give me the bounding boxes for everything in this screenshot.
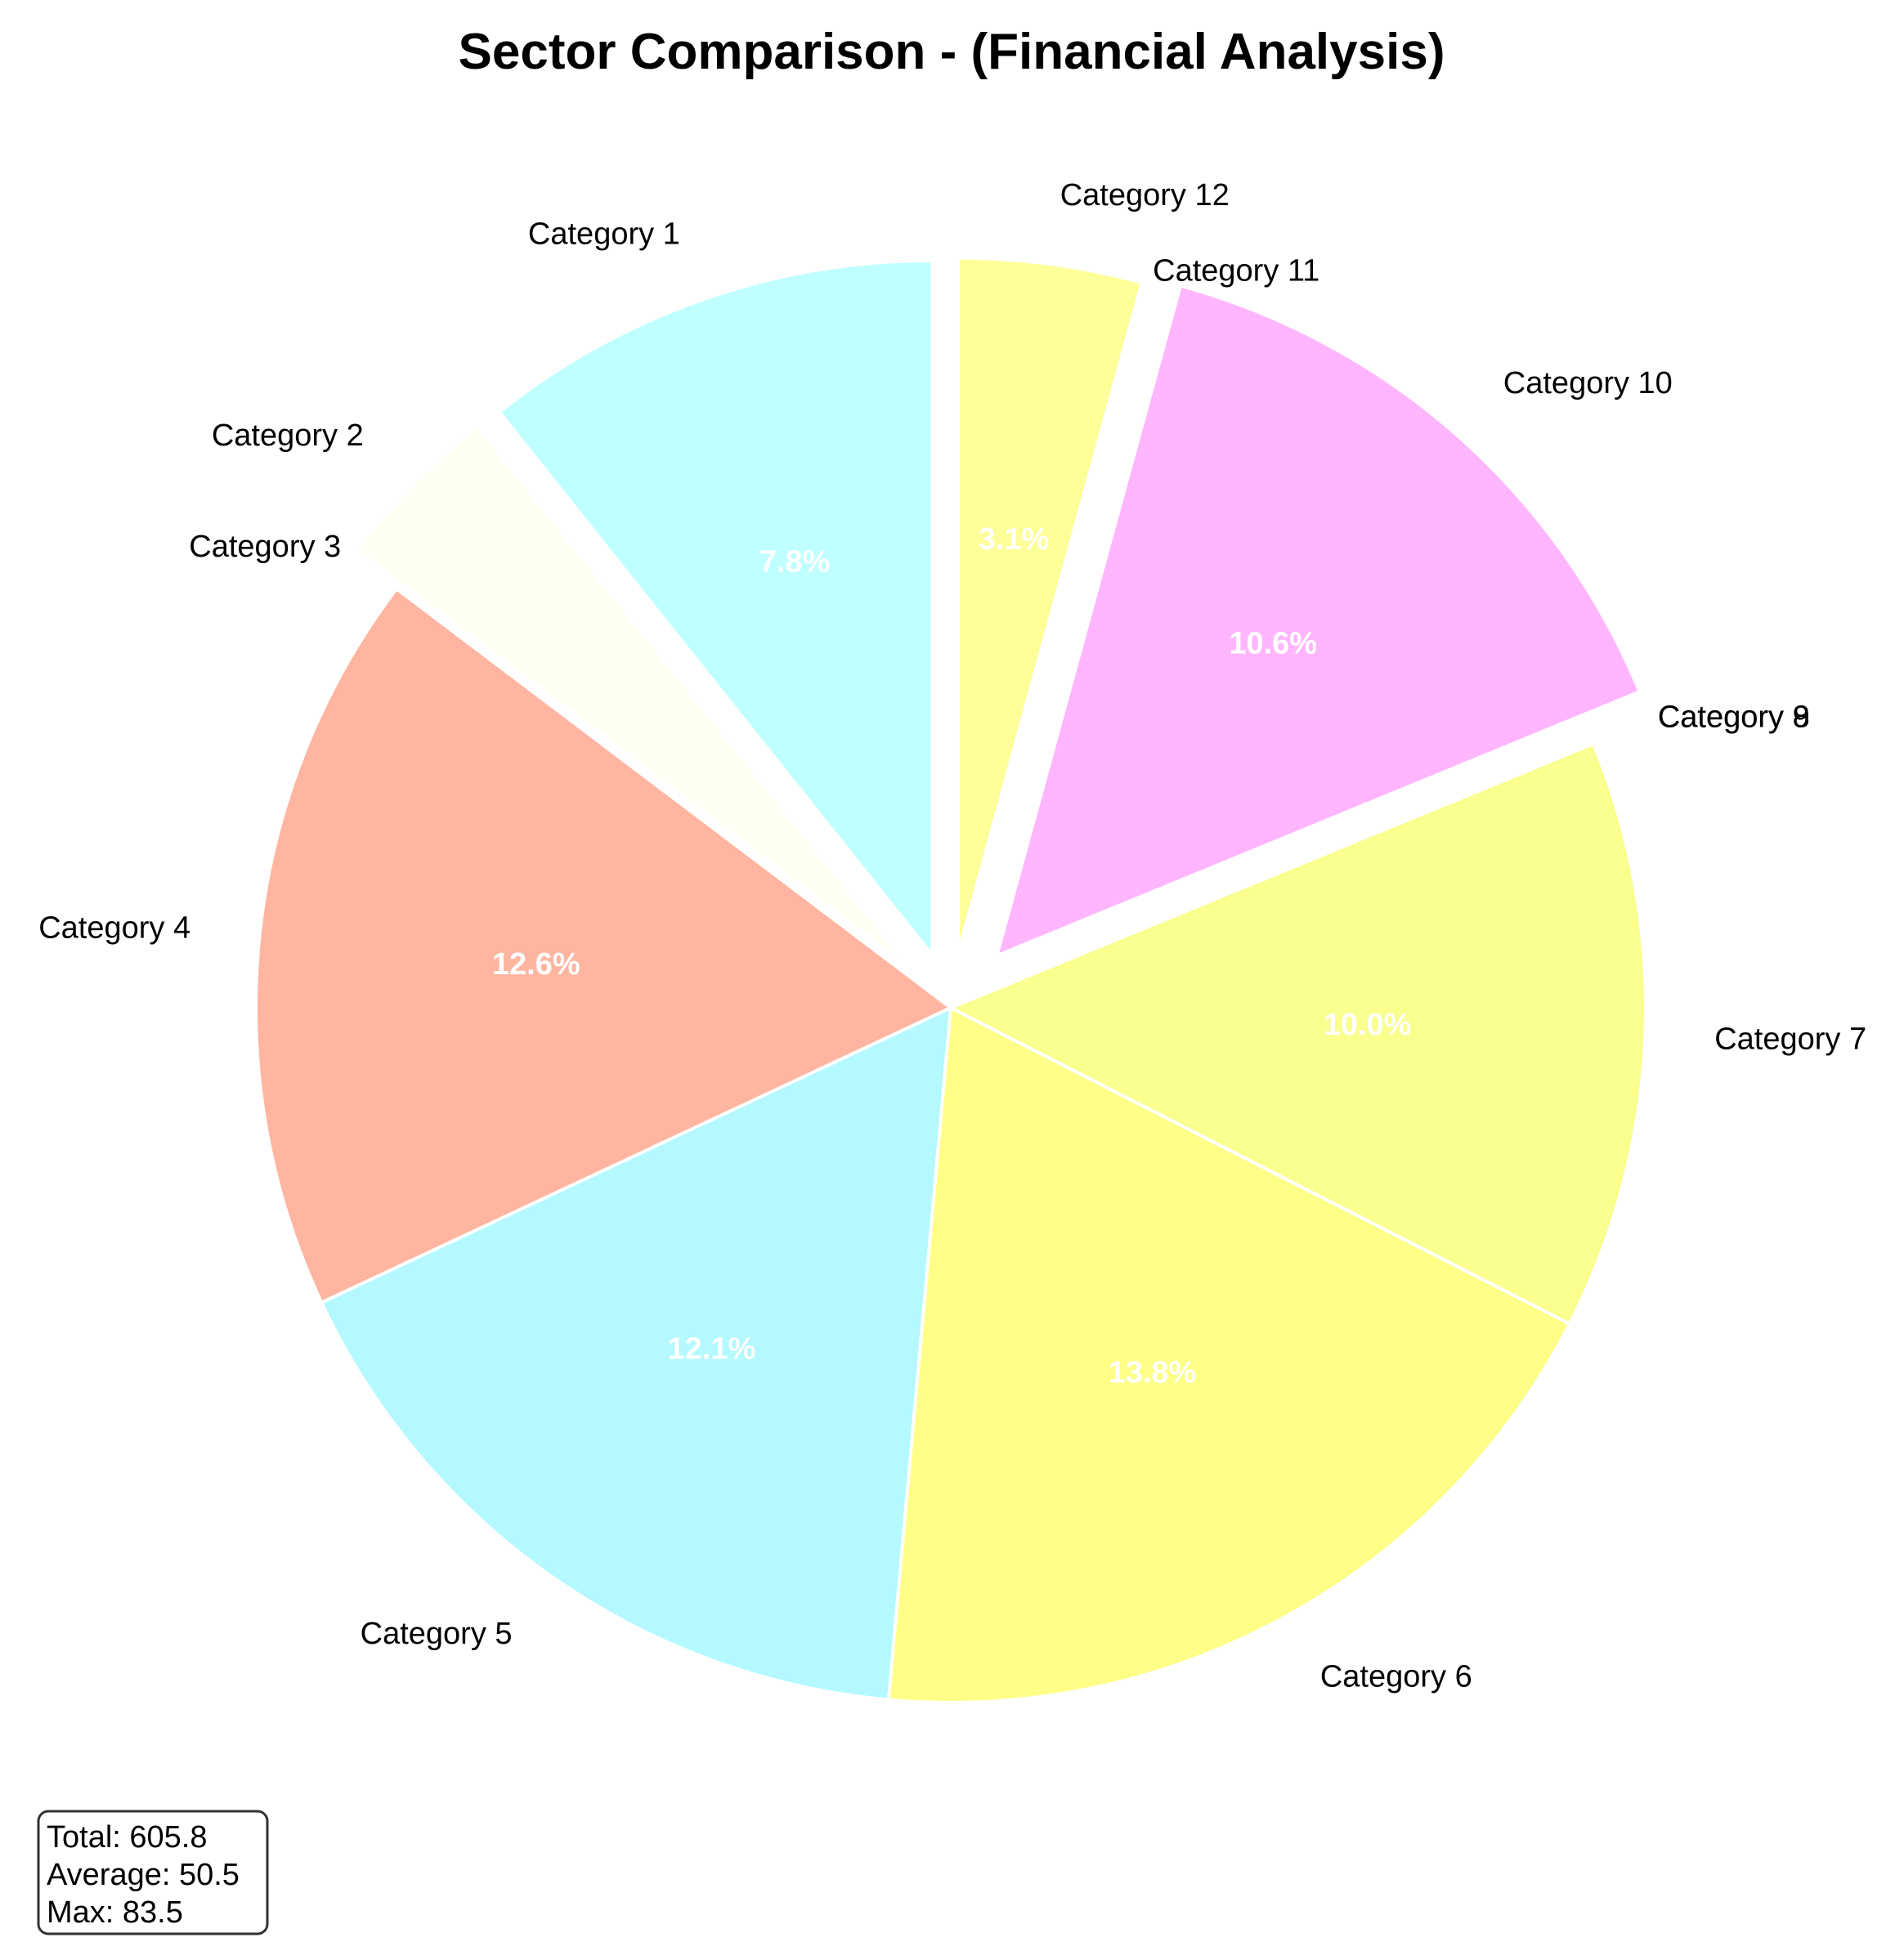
stats-average: Average: 50.5 bbox=[47, 1858, 240, 1892]
percent-label-5: 12.1% bbox=[668, 1332, 756, 1367]
category-label-10: Category 10 bbox=[1503, 366, 1673, 400]
category-labels: Category 1 Category 2 Category 3 Category 4… bbox=[38, 178, 1866, 1694]
pie-slice-6 bbox=[886, 1005, 1572, 1704]
percent-labels: 7.8% 12.6% 12.1% 13.8% 10.0% 10.6% 3.1% bbox=[492, 522, 1412, 1389]
percent-label-4: 12.6% bbox=[492, 947, 580, 982]
pie-slice-1 bbox=[496, 258, 934, 960]
pie-slice-12 bbox=[956, 256, 1145, 954]
category-label-4: Category 4 bbox=[38, 911, 190, 945]
category-label-5: Category 5 bbox=[361, 1617, 513, 1651]
category-label-2: Category 2 bbox=[212, 418, 364, 453]
category-label-12: Category 12 bbox=[1060, 178, 1230, 213]
pie-slice-10 bbox=[994, 284, 1642, 959]
percent-label-12: 3.1% bbox=[979, 522, 1050, 557]
percent-label-10: 10.6% bbox=[1229, 626, 1317, 660]
stats-box: Total: 605.8 Average: 50.5 Max: 83.5 bbox=[37, 1810, 269, 1935]
category-label-11: Category 11 bbox=[1153, 253, 1319, 288]
category-label-7: Category 7 bbox=[1714, 1022, 1866, 1057]
stats-total: Total: 605.8 bbox=[47, 1820, 207, 1855]
pie-slices bbox=[254, 256, 1648, 1704]
chart-title: Sector Comparison - (Financial Analysis) bbox=[459, 24, 1445, 80]
stats-max: Max: 83.5 bbox=[47, 1895, 183, 1930]
category-label-1: Category 1 bbox=[528, 217, 680, 251]
pie-slice-7 bbox=[947, 741, 1648, 1327]
percent-label-6: 13.8% bbox=[1109, 1355, 1197, 1389]
pie-slice-5 bbox=[319, 1005, 953, 1702]
category-label-9: Category 9 bbox=[1658, 700, 1810, 735]
pie-slice-4 bbox=[254, 586, 954, 1305]
category-label-6: Category 6 bbox=[1320, 1660, 1472, 1694]
category-label-8: Category 8 bbox=[1658, 700, 1810, 735]
percent-label-1: 7.8% bbox=[759, 544, 831, 579]
category-label-3: Category 3 bbox=[189, 530, 341, 564]
pie-slice-2 bbox=[354, 423, 912, 971]
percent-label-7: 10.0% bbox=[1324, 1008, 1412, 1042]
